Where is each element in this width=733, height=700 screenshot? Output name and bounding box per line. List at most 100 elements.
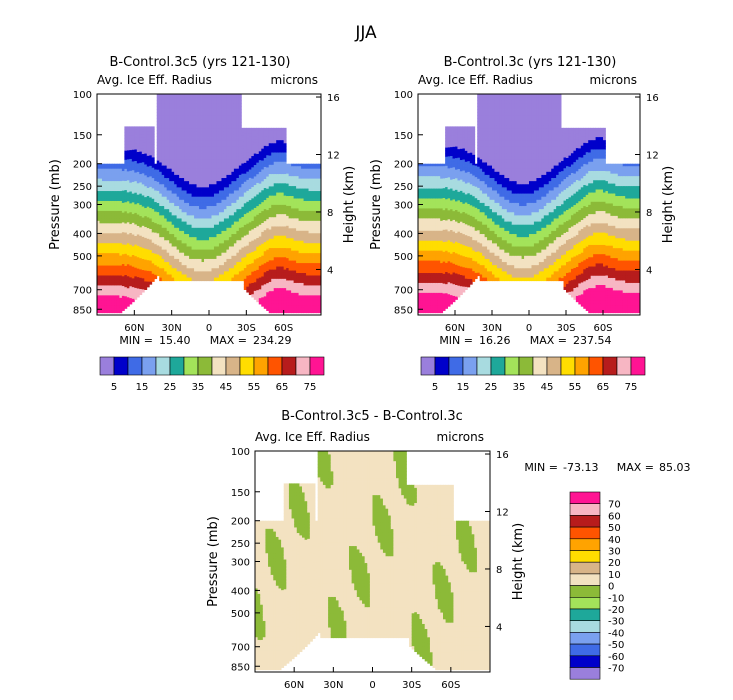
field-cell [263,281,267,285]
field-cell [149,186,153,190]
field-cell [144,213,148,217]
field-cell [154,259,158,262]
field-cell [131,146,135,151]
field-cell [258,136,262,140]
field-cell [196,184,200,188]
field-cell [131,246,135,250]
field-cell [144,134,148,138]
field-cell [169,246,173,250]
field-cell [268,195,272,200]
field-cell [104,258,108,261]
field-cell [291,290,295,294]
field-cell [211,100,215,104]
field-cell [144,205,148,209]
field-cell [199,262,202,266]
field-cell [201,146,205,151]
field-cell [276,127,280,132]
field-cell [301,300,304,304]
field-cell [174,122,178,126]
field-cell [283,281,287,286]
field-cell [104,265,108,269]
field-cell [171,262,175,266]
field-cell [256,127,260,132]
field-cell [204,274,207,278]
field-cell [223,224,227,229]
field-cell [226,268,230,272]
field-cell [191,131,195,135]
field-cell [181,181,185,185]
field-cell [99,183,103,187]
field-cell [116,171,120,175]
field-cell [99,245,103,249]
field-cell [281,170,285,175]
field-cell [124,278,128,282]
field-cell [228,171,232,176]
field-cell [119,230,123,234]
panels: B-Control.3c5 (yrs 121-130)Avg. Ice Eff.… [48,55,691,691]
field-cell [171,268,175,272]
field-cell [253,142,257,146]
field-cell [176,224,180,229]
field-cell [281,303,285,307]
field-cell [288,218,292,222]
field-cell [164,268,168,272]
field-cell [248,275,252,279]
field-cell [248,252,252,257]
field-cell [179,230,183,235]
field-cell [293,166,297,170]
field-cell [104,250,108,254]
field-cell [251,288,255,292]
field-cell [129,221,133,225]
field-cell [253,265,257,269]
field-cell [179,258,183,263]
field-cell [186,94,190,98]
field-cell [134,276,138,280]
field-cell [164,174,168,179]
field-cell [139,151,143,155]
field-cell [146,155,150,159]
field-cell [149,168,153,172]
field-cell [106,287,110,291]
field-cell [99,238,103,242]
field-cell [104,305,108,309]
field-cell [166,131,170,135]
field-cell [139,218,143,223]
field-cell [241,262,245,266]
field-cell [233,140,237,145]
field-cell [248,244,252,248]
field-cell [251,246,255,250]
field-cell [286,163,290,167]
field-cell [211,168,215,173]
field-cell [288,258,292,261]
field-cell [154,261,158,264]
field-cell [221,246,225,250]
field-cell [213,246,217,250]
field-cell [141,234,145,238]
field-cell [261,205,265,209]
field-cell [256,278,260,282]
field-cell [226,246,230,250]
field-cell [129,161,133,166]
field-cell [251,181,255,185]
field-cell [146,244,150,248]
field-cell [116,176,120,180]
field-cell [97,245,100,249]
field-cell [251,203,255,208]
field-cell [159,255,163,260]
field-cell [248,261,252,265]
field-cell [124,153,128,158]
field-cell [186,193,190,198]
field-cell [181,193,185,198]
field-cell [114,282,118,286]
field-cell [97,213,100,217]
field-cell [136,154,140,159]
field-cell [184,112,187,117]
field-cell [114,181,118,184]
field-cell [256,252,260,256]
field-cell [243,227,247,231]
field-cell [233,227,237,232]
field-cell [301,280,304,284]
field-cell [164,122,168,126]
field-cell [97,273,100,276]
field-cell [189,249,192,254]
